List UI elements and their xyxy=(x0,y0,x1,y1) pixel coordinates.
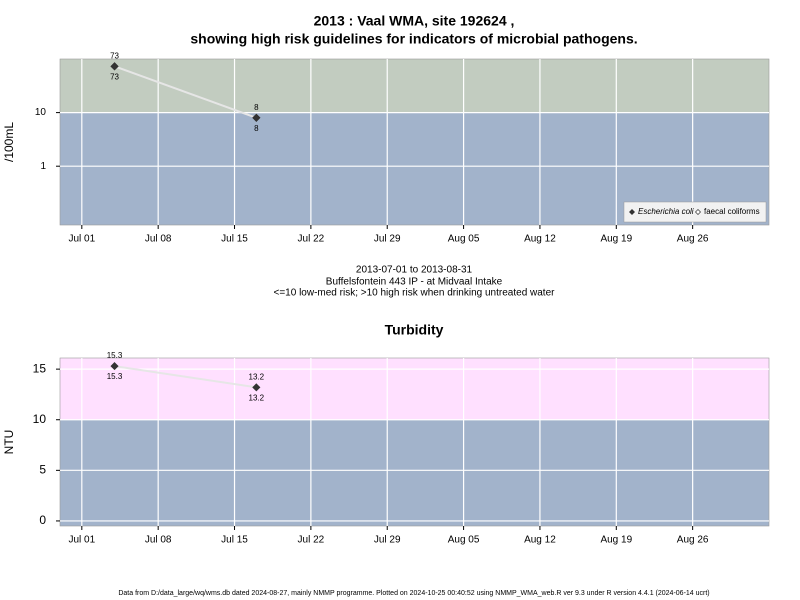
plot-frame xyxy=(59,58,770,226)
chart-title: Turbidity xyxy=(385,322,444,338)
x-tick-label: Jul 01 xyxy=(68,234,95,245)
x-tick-label: Aug 19 xyxy=(600,535,632,546)
legend-label: faecal coliforms xyxy=(704,207,760,216)
note: <=10 low-med risk; >10 high risk when dr… xyxy=(274,288,556,299)
x-tick-label: Aug 26 xyxy=(677,535,709,546)
band-high xyxy=(60,59,769,113)
note: Buffelsfontein 443 IP - at Midvaal Intak… xyxy=(326,277,503,288)
x-tick-label: Aug 05 xyxy=(448,234,480,245)
x-tick-label: Jul 29 xyxy=(374,535,401,546)
band-high xyxy=(60,358,769,420)
point xyxy=(110,362,119,371)
legend-marker xyxy=(695,209,701,215)
x-tick-label: Jul 29 xyxy=(374,234,401,245)
y-axis-label: /100mL xyxy=(2,122,16,162)
x-tick-label: Jul 15 xyxy=(221,234,248,245)
chart-subtitle: showing high risk guidelines for indicat… xyxy=(190,31,637,47)
series-line xyxy=(114,365,257,389)
value-label: 13.2 xyxy=(249,372,265,381)
series-line xyxy=(114,65,257,119)
value-label: 8 xyxy=(254,103,259,112)
x-tick-label: Jul 08 xyxy=(145,535,172,546)
legend-marker xyxy=(629,209,635,215)
footer: Data from D:/data_large/wq/wms.db dated … xyxy=(118,590,709,597)
band-low xyxy=(60,419,769,526)
legend-box xyxy=(623,201,767,223)
point xyxy=(252,113,261,122)
value-label: 13.2 xyxy=(249,393,265,402)
y-tick-label: 10 xyxy=(35,107,47,118)
y-tick-label: 5 xyxy=(39,463,46,477)
x-tick-label: Aug 26 xyxy=(677,234,709,245)
y-tick-label: 0 xyxy=(39,513,46,527)
x-tick-label: Aug 05 xyxy=(448,535,480,546)
note: 2013-07-01 to 2013-08-31 xyxy=(356,265,473,276)
value-label: 8 xyxy=(254,124,259,133)
y-tick-label: 10 xyxy=(33,412,47,426)
point xyxy=(252,383,261,392)
point xyxy=(110,62,119,71)
x-tick-label: Jul 08 xyxy=(145,234,172,245)
x-tick-label: Jul 22 xyxy=(298,234,325,245)
y-tick-label: 15 xyxy=(33,361,47,375)
x-tick-label: Jul 01 xyxy=(68,535,95,546)
value-label: 15.3 xyxy=(107,372,123,381)
x-tick-label: Jul 15 xyxy=(221,535,248,546)
value-label: 73 xyxy=(110,51,119,60)
value-label: 73 xyxy=(110,72,119,81)
value-label: 15.3 xyxy=(107,351,123,360)
x-tick-label: Aug 19 xyxy=(600,234,632,245)
x-tick-label: Jul 22 xyxy=(298,535,325,546)
y-axis-label: NTU xyxy=(2,430,16,455)
plot-frame xyxy=(59,357,770,527)
x-tick-label: Aug 12 xyxy=(524,535,556,546)
chart-title: 2013 : Vaal WMA, site 192624 , xyxy=(314,13,515,29)
y-tick-label: 1 xyxy=(40,161,46,172)
x-tick-label: Aug 12 xyxy=(524,234,556,245)
legend-label: Escherichia coli xyxy=(638,207,694,216)
